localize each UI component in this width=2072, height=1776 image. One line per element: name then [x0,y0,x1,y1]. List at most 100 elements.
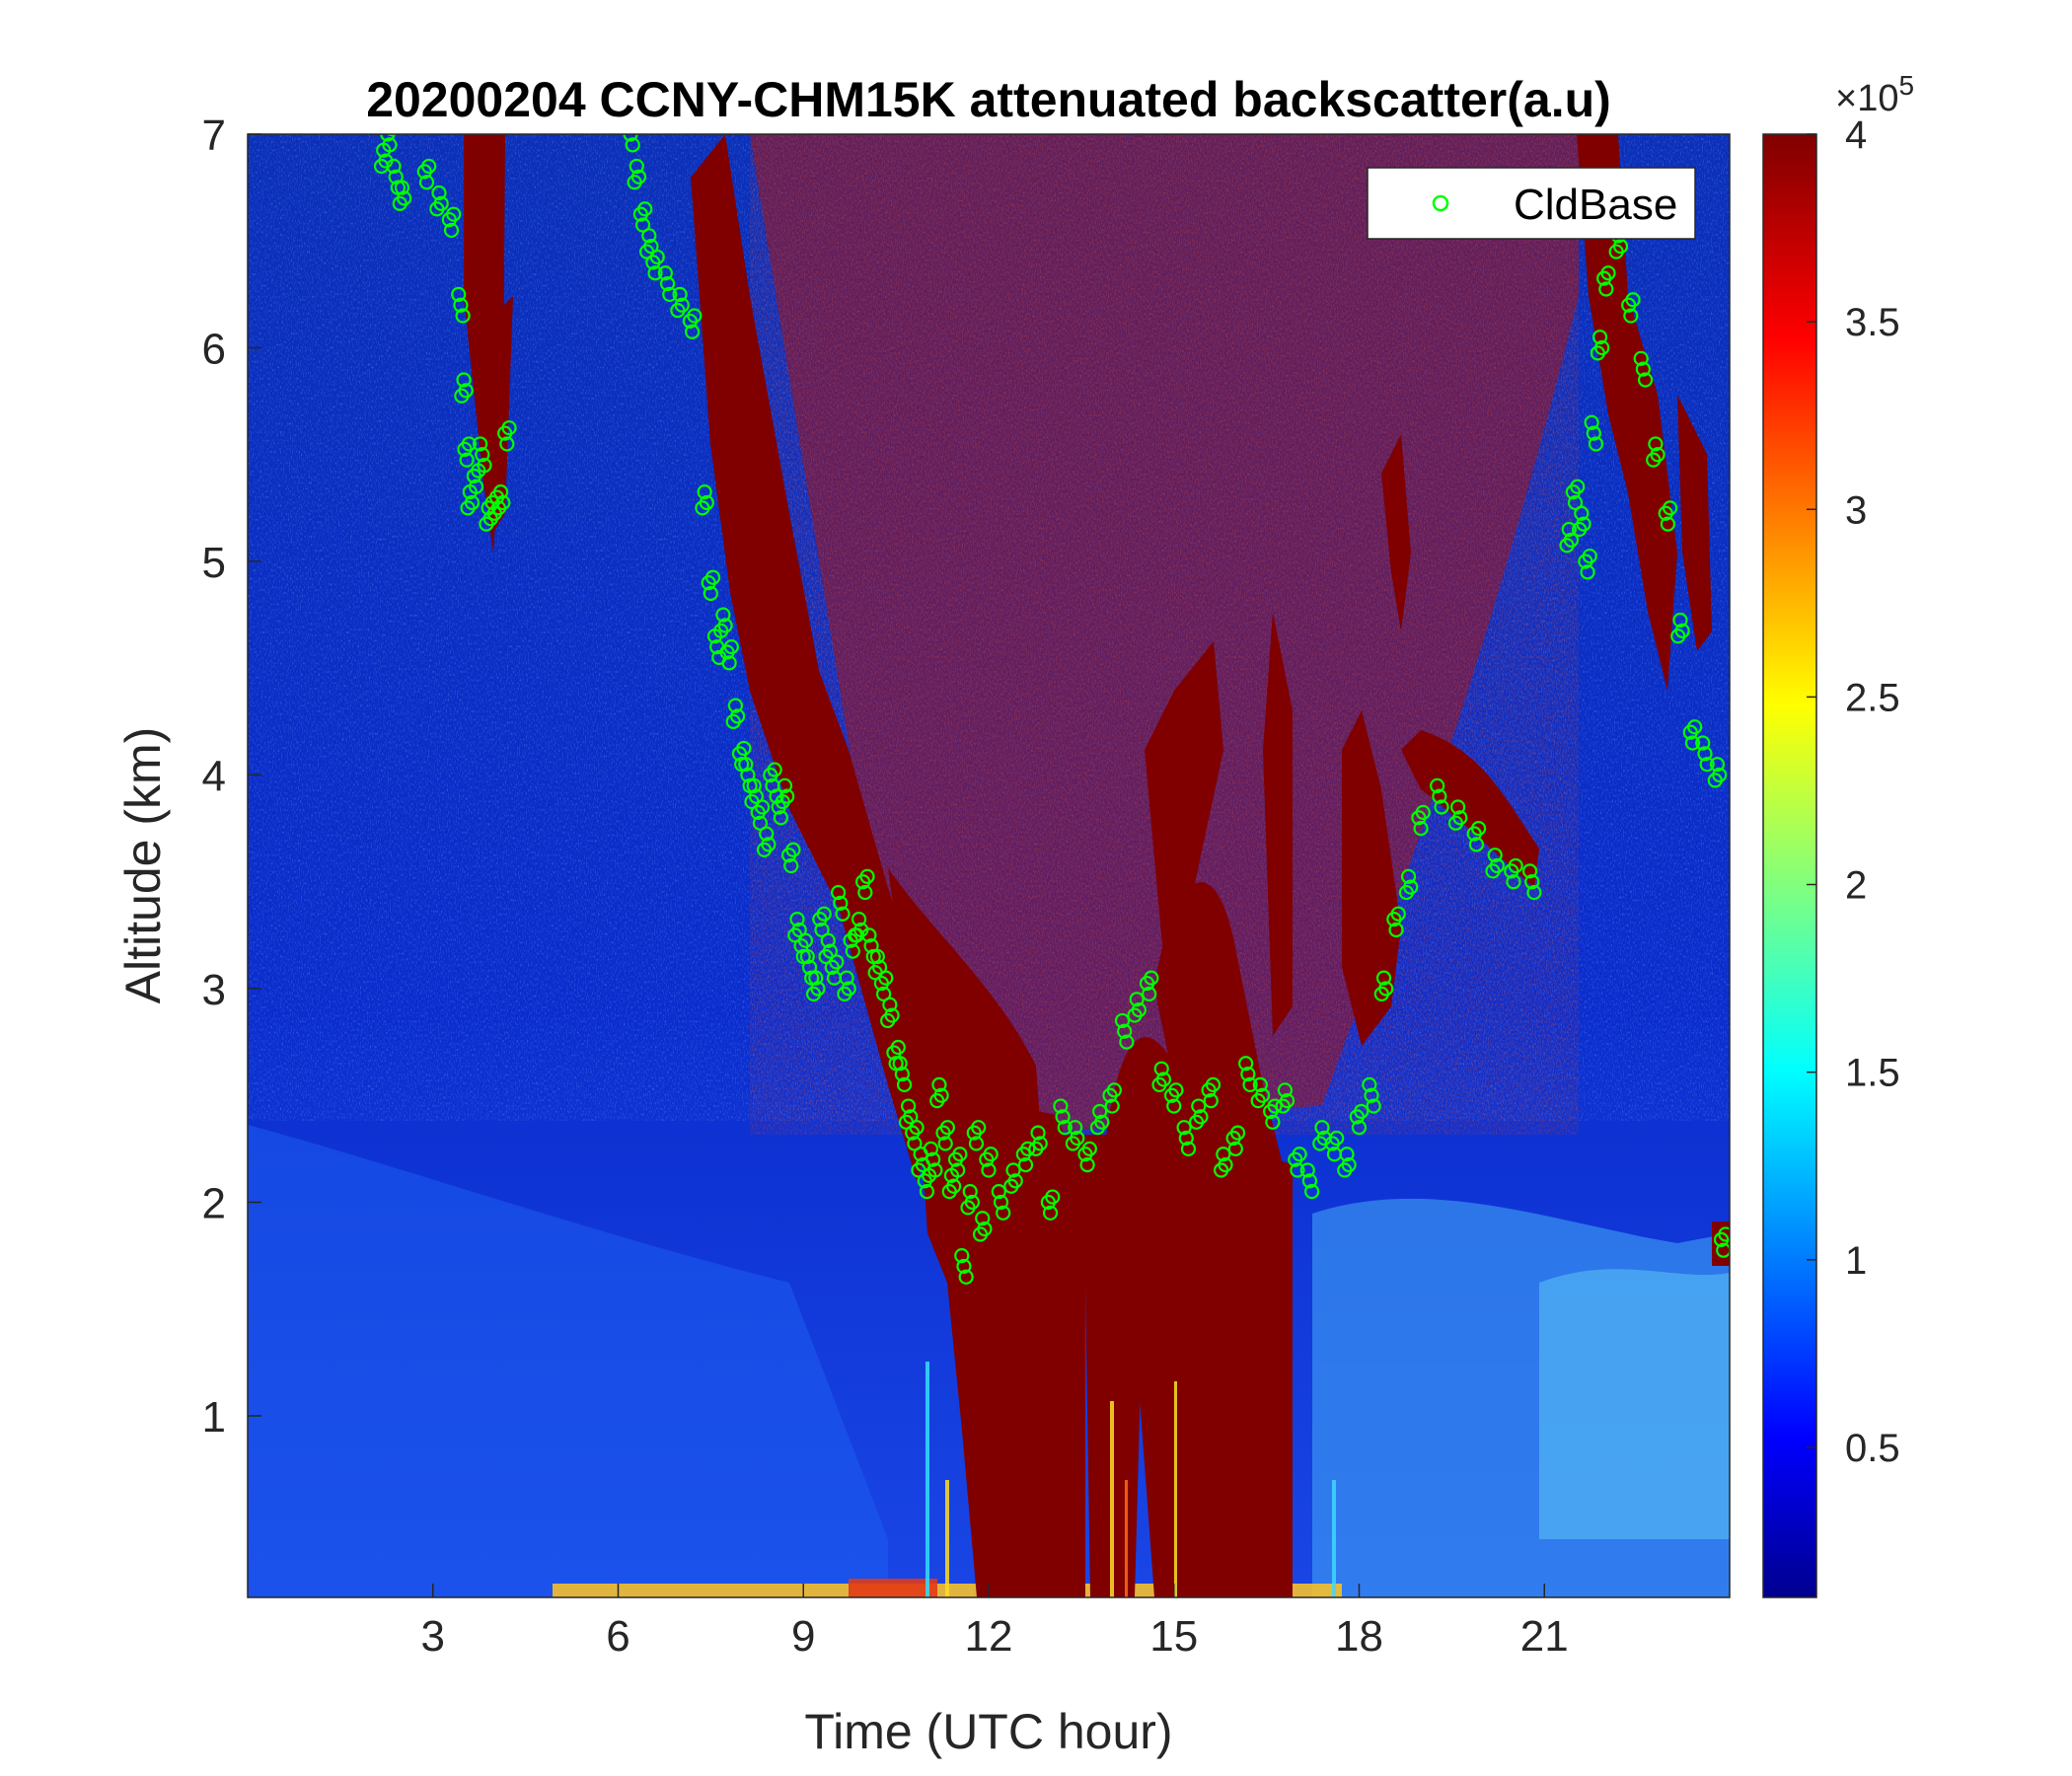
cldbase-point [1166,1098,1182,1114]
cldbase-point [703,585,718,602]
cldbase-point [1586,425,1601,441]
cldbase-point [783,857,799,874]
cldbase-point [1314,1120,1330,1136]
cldbase-point [1574,505,1590,521]
x-axis-label: Time (UTC hour) [804,1704,1172,1759]
cldbase-point [954,1248,970,1264]
cldbase-point [1339,1147,1355,1162]
cloud-mid-right-2 [1381,434,1411,631]
cldbase-point [964,1194,981,1211]
cldbase-point [637,201,653,217]
cldbase-point [1452,810,1468,826]
cldbase-point [390,180,406,195]
cldbase-point [459,452,475,468]
cldbase-point [1709,757,1726,773]
colorbar-tick-label: 3 [1845,488,1867,532]
cldbase-point [1508,857,1523,874]
cldbase-point [1375,970,1392,986]
cldbase-point [495,494,511,511]
cldbase-point [1366,1098,1381,1114]
cloud-column-e [1184,1135,1293,1597]
cldbase-point [876,986,892,1001]
cldbase-point [748,788,764,804]
cldbase-point [1053,1098,1069,1114]
cldbase-point [977,1221,993,1237]
cldbase-point [697,484,712,500]
cldbase-point [759,826,775,842]
cldbase-point [1238,1056,1254,1072]
cldbase-point [1635,361,1651,377]
cldbase-point [1489,857,1505,874]
aerosol-layer-left [248,1125,888,1597]
edge-streak [1332,1480,1336,1597]
cldbase-point [1633,350,1649,366]
cldbase-point [443,222,460,239]
cldbase-point [791,922,807,938]
cldbase-point [1524,874,1540,890]
cldbase-point [451,286,467,302]
cldbase-point [1648,436,1664,452]
cldbase-point [1032,1136,1048,1151]
cldbase-point [397,190,412,206]
cldbase-point [492,484,509,500]
cldbase-point [1057,1120,1073,1136]
cldbase-point [386,158,402,175]
cldbase-point [1242,1076,1258,1093]
cldbase-point [477,457,492,474]
cldbase-point [625,137,640,153]
cldbase-point [933,1087,949,1103]
cldbase-point [1240,1066,1256,1082]
cldbase-point [993,1194,1009,1211]
x-axis: 3 6 9 12 15 18 21 [421,1584,1569,1661]
cldbase-point [859,868,875,884]
cldbase-point [1153,1061,1169,1076]
cldbase-point [734,757,750,773]
cldbase-point [1070,1130,1085,1147]
cldbase-point [1205,1076,1221,1093]
cldbase-point [1155,1072,1172,1087]
cldbase-point [839,970,854,986]
cldbase-point [1094,1114,1110,1130]
cldbase-point [461,436,477,452]
colorbar-tick-label: 0.5 [1845,1427,1900,1470]
cldbase-point [723,638,739,655]
legend-label: CldBase [1514,181,1677,229]
cldbase-point [1470,821,1487,837]
cldbase-point [968,1136,985,1151]
column-edges [925,1362,1336,1597]
cldbase-point [907,1136,923,1151]
cldbase-point [742,777,758,793]
cloud-right-column [1677,395,1712,651]
cldbase-point [1193,1109,1209,1125]
cldbase-point [1218,1156,1233,1173]
cldbase-point [1114,1012,1131,1029]
cloud-band-right [1401,730,1539,888]
cldbase-point [903,1109,919,1125]
cldbase-point [1567,494,1584,511]
cldbase-point [1017,1156,1034,1173]
cldbase-point [931,1076,947,1093]
y-axis: 1 2 3 4 5 6 7 [202,111,261,1442]
cloud-early-tail [493,296,513,533]
cldbase-point [1612,239,1629,255]
cldbase-point [727,698,744,713]
cldbase-point [956,1258,972,1275]
cldbase-point [1468,837,1485,852]
cldbase-point [804,970,820,986]
cldbase-point [767,762,782,777]
cldbase-point [971,1120,987,1136]
colorbar-tick-label: 2 [1845,864,1867,908]
colorbar-tick-label: 3.5 [1845,301,1900,344]
y-axis-label: Altitude (km) [115,727,171,1004]
cloud-mass [464,134,1730,1597]
cldbase-point [674,297,690,313]
cldbase-point [464,494,481,511]
cldbase-point [1660,516,1676,532]
cldbase-point [699,494,714,511]
x-tick-label: 6 [606,1612,629,1661]
edge-streak [945,1480,949,1597]
cldbase-point [1697,746,1713,762]
cldbase-point [1600,265,1616,281]
cldbase-point [865,948,881,965]
cldbase-point [1403,879,1419,895]
